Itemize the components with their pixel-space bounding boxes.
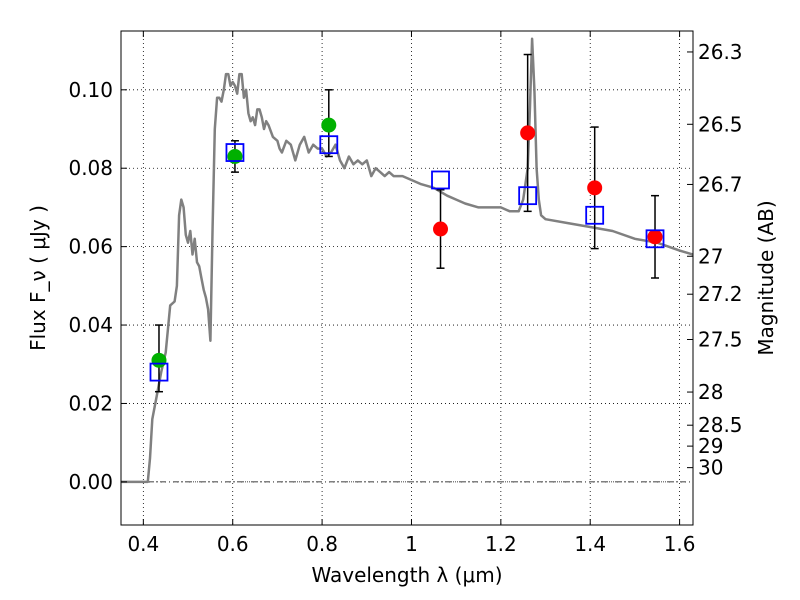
grid bbox=[121, 31, 693, 525]
x-tick-label: 0.4 bbox=[127, 532, 159, 556]
y-axis-ticks: 0.00 0.02 0.04 0.06 0.08 0.10 bbox=[68, 78, 127, 494]
y-tick-label: 0.00 bbox=[68, 470, 113, 494]
y-tick-label: 0.02 bbox=[68, 391, 113, 415]
magnitude-tick-label: 26.3 bbox=[698, 40, 743, 64]
data-point-circle bbox=[587, 180, 603, 196]
data-point-square bbox=[319, 135, 339, 155]
magnitude-tick-label: 28.5 bbox=[698, 413, 743, 437]
data-point-square bbox=[149, 362, 169, 382]
y-axis-right-label: Magnitude (AB) bbox=[754, 200, 778, 355]
data-point-circle bbox=[151, 352, 167, 368]
data-point-square bbox=[225, 143, 245, 162]
magnitude-tick-label: 27.2 bbox=[698, 282, 743, 306]
x-tick-label: 0.6 bbox=[217, 532, 249, 556]
model-spectrum-line bbox=[121, 37, 693, 484]
y-tick-label: 0.04 bbox=[68, 313, 113, 337]
data-point-circle bbox=[647, 229, 663, 245]
x-axis-label: Wavelength λ (μm) bbox=[311, 563, 502, 587]
data-point-square bbox=[645, 229, 665, 249]
data-point-circle bbox=[321, 117, 337, 133]
x-tick-label: 1.4 bbox=[574, 532, 606, 556]
x-tick-label: 0.8 bbox=[306, 532, 338, 556]
y-tick-label: 0.06 bbox=[68, 235, 113, 259]
x-tick-label: 1 bbox=[405, 532, 418, 556]
x-tick-label: 1.6 bbox=[664, 532, 696, 556]
data-point-square bbox=[518, 186, 538, 206]
magnitude-tick-label: 27 bbox=[698, 244, 723, 268]
data-markers bbox=[149, 117, 665, 382]
data-point-circle bbox=[433, 221, 449, 237]
y-tick-label: 0.08 bbox=[68, 156, 113, 180]
x-axis-ticks: 0.4 0.6 0.8 1 1.2 1.4 1.6 bbox=[127, 31, 696, 556]
magnitude-tick-label: 28 bbox=[698, 380, 723, 404]
magnitude-tick-label: 26.5 bbox=[698, 112, 743, 136]
magnitude-tick-label: 27.5 bbox=[698, 328, 743, 352]
plot-frame bbox=[120, 30, 694, 526]
model-spectrum bbox=[121, 37, 693, 484]
y-axis-label: Flux F_ν ( μJy ) bbox=[26, 205, 50, 351]
magnitude-tick-label: 29 bbox=[698, 434, 723, 458]
data-point-circle bbox=[520, 125, 536, 141]
magnitude-tick-label: 26.7 bbox=[698, 172, 743, 196]
x-tick-label: 1.2 bbox=[485, 532, 517, 556]
y-tick-label: 0.10 bbox=[68, 78, 113, 102]
magnitude-tick-label: 30 bbox=[698, 456, 723, 480]
data-point-square bbox=[585, 205, 605, 225]
data-point-square bbox=[431, 170, 450, 190]
